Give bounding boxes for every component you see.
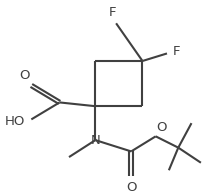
Text: O: O [19,69,29,82]
Text: O: O [157,121,167,133]
Text: O: O [126,181,136,194]
Text: N: N [90,134,100,147]
Text: HO: HO [4,115,25,128]
Text: F: F [109,6,116,19]
Text: F: F [173,45,180,58]
